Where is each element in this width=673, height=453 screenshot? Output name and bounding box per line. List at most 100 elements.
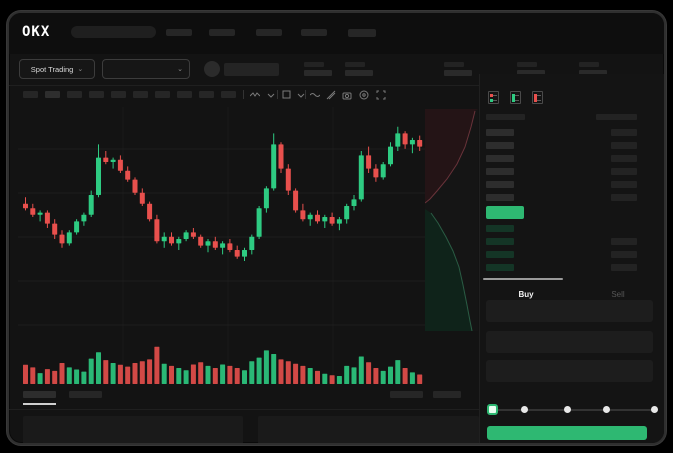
ask-amount-skeleton (611, 142, 637, 149)
okx-logo: OKX (22, 24, 51, 40)
bid-amount-skeleton (611, 251, 637, 258)
trade-tabs: Buy Sell (480, 286, 664, 304)
nav-item-skeleton[interactable] (209, 29, 235, 36)
bottom-action-skeleton[interactable] (390, 391, 423, 398)
chevron-down-icon: ⌄ (77, 65, 84, 73)
slider-stop[interactable] (564, 406, 571, 413)
slider-handle[interactable] (487, 404, 498, 415)
ask-amount-skeleton (611, 181, 637, 188)
panel-scrollbar[interactable] (483, 278, 563, 280)
bid-price-skeleton (486, 264, 514, 271)
bid-price-skeleton (486, 225, 514, 232)
bottom-panel-skeleton (23, 416, 243, 443)
ask-price-skeleton (486, 155, 514, 162)
ask-row[interactable] (480, 181, 664, 188)
bid-price-skeleton (486, 238, 514, 245)
ticker-stat-skeleton (517, 62, 547, 77)
bottom-tab-active[interactable] (23, 391, 56, 398)
amount-slider-track[interactable] (492, 409, 656, 411)
trade-sidebar: Buy Sell (479, 74, 664, 443)
ticker-stat-skeleton (304, 62, 334, 77)
orderbook-header-skeleton (486, 114, 525, 120)
ask-price-skeleton (486, 194, 514, 201)
ask-row[interactable] (480, 129, 664, 136)
tab-sell[interactable]: Sell (611, 290, 625, 299)
timeframe-button[interactable] (177, 91, 192, 98)
bottom-action-skeleton[interactable] (433, 391, 461, 398)
coin-avatar (204, 61, 220, 77)
last-price-bar[interactable] (486, 206, 524, 219)
ask-row[interactable] (480, 194, 664, 201)
indicator-wave-icon[interactable] (249, 89, 260, 100)
ask-amount-skeleton (611, 155, 637, 162)
bid-price-skeleton (486, 251, 514, 258)
ticker-stat-skeleton (579, 62, 609, 77)
nav-item-skeleton[interactable] (256, 29, 282, 36)
fullscreen-icon[interactable] (375, 89, 386, 100)
nav-item-skeleton[interactable] (166, 29, 192, 36)
ask-row[interactable] (480, 168, 664, 175)
top-navbar: OKX (9, 13, 664, 54)
bottom-tab[interactable] (69, 391, 102, 398)
pair-dropdown[interactable]: ⌄ (102, 59, 190, 79)
nav-item-skeleton[interactable] (348, 29, 376, 37)
timeframe-button[interactable] (89, 91, 104, 98)
bid-row[interactable] (480, 238, 664, 245)
ruler-icon[interactable] (325, 89, 336, 100)
bottom-tab-indicator (23, 403, 56, 405)
market-type-label: Spot Trading (30, 64, 74, 74)
depth-chart[interactable] (425, 109, 478, 331)
bid-row[interactable] (480, 264, 664, 271)
candlestick-chart[interactable] (18, 107, 426, 391)
timeframe-button[interactable] (67, 91, 82, 98)
ask-price-skeleton (486, 168, 514, 175)
ask-amount-skeleton (611, 168, 637, 175)
book-both-icon[interactable] (488, 91, 499, 104)
chevron-down-icon[interactable] (265, 89, 276, 100)
slider-stop[interactable] (521, 406, 528, 413)
ticker-stat-skeleton (345, 62, 375, 77)
camera-icon[interactable] (341, 89, 352, 100)
book-bids-icon[interactable] (510, 91, 521, 104)
timeframe-button[interactable] (155, 91, 170, 98)
timeframe-button[interactable] (221, 91, 236, 98)
price-input-skeleton[interactable] (486, 300, 653, 322)
orderbook-header-skeleton (596, 114, 637, 120)
ask-amount-skeleton (611, 129, 637, 136)
line-tool-icon[interactable] (309, 89, 320, 100)
ask-price-skeleton (486, 181, 514, 188)
amount-input-skeleton[interactable] (486, 331, 653, 353)
ask-row[interactable] (480, 142, 664, 149)
buy-submit-button[interactable] (487, 426, 647, 440)
target-icon[interactable] (358, 89, 369, 100)
ask-amount-skeleton (611, 194, 637, 201)
bid-row[interactable] (480, 251, 664, 258)
book-asks-icon[interactable] (532, 91, 543, 104)
timeframe-button[interactable] (45, 91, 60, 98)
timeframe-button[interactable] (23, 91, 38, 98)
chevron-down-icon: ⌄ (177, 65, 183, 73)
chevron-down-icon[interactable] (295, 89, 306, 100)
bottom-panel-skeleton (258, 416, 479, 443)
nav-item-skeleton[interactable] (301, 29, 327, 36)
slider-stop[interactable] (603, 406, 610, 413)
ask-price-skeleton (486, 142, 514, 149)
timeframe-button[interactable] (199, 91, 214, 98)
bid-amount-skeleton (611, 264, 637, 271)
slider-stop[interactable] (651, 406, 658, 413)
ticker-stat-skeleton (444, 62, 474, 77)
timeframe-button[interactable] (133, 91, 148, 98)
search-input[interactable] (71, 26, 156, 38)
tab-buy[interactable]: Buy (518, 290, 534, 299)
bid-row[interactable] (480, 225, 664, 232)
pair-name-skeleton (224, 63, 279, 76)
layers-icon[interactable] (281, 89, 292, 100)
total-input-skeleton[interactable] (486, 360, 653, 382)
market-type-dropdown[interactable]: Spot Trading ⌄ (19, 59, 95, 79)
ask-row[interactable] (480, 155, 664, 162)
ask-price-skeleton (486, 129, 514, 136)
bid-amount-skeleton (611, 238, 637, 245)
app-window: OKX Spot Trading ⌄ ⌄ (7, 11, 666, 445)
timeframe-button[interactable] (111, 91, 126, 98)
